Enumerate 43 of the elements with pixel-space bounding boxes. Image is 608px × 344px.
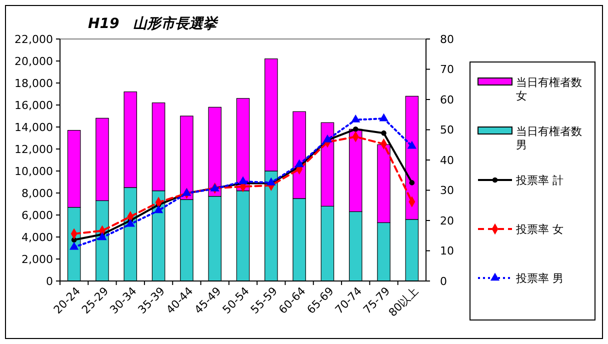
y-tick-label: 2,000	[22, 252, 53, 266]
point	[351, 114, 360, 122]
point	[379, 113, 388, 122]
point	[154, 205, 164, 214]
y-tick-label: 12,000	[14, 142, 53, 156]
y-tick-label: 0	[46, 274, 53, 288]
y-tick-label: 4,000	[22, 230, 53, 244]
y2-tick-label: 60	[440, 93, 454, 106]
y2-tick-label: 50	[440, 124, 454, 137]
y2-tick-label: 70	[440, 63, 454, 76]
point	[238, 176, 248, 184]
y-tick-label: 10,000	[14, 164, 53, 178]
y2-tick-label: 40	[440, 154, 454, 167]
point	[98, 232, 107, 240]
legend-label: 投票率 計	[515, 174, 564, 187]
legend-label: 投票率 男	[515, 272, 564, 285]
y-tick-label: 8,000	[22, 186, 53, 200]
point	[409, 180, 415, 186]
y-tick-label: 22,000	[14, 32, 53, 46]
chart-title: H19 山形市長選挙	[88, 15, 220, 32]
y-tick-label: 6,000	[22, 208, 53, 222]
point	[210, 183, 220, 192]
y-tick-label: 16,000	[14, 98, 53, 112]
y-tick-label: 14,000	[14, 120, 53, 134]
legend-label: 当日有権者数女	[516, 76, 582, 103]
point	[407, 140, 416, 149]
legend-label: 当日有権者数男	[516, 124, 582, 152]
point	[381, 130, 386, 136]
point	[294, 159, 304, 168]
y2-tick-label: 0	[440, 274, 447, 288]
legend-label: 投票率 女	[515, 222, 564, 236]
point	[182, 188, 192, 196]
y2-tick-label: 20	[440, 214, 454, 228]
y-tick-label: 20,000	[14, 54, 53, 68]
point	[352, 126, 358, 132]
point	[322, 134, 332, 142]
y2-tick-label: 80	[440, 32, 454, 46]
y2-tick-label: 30	[440, 184, 454, 198]
y-tick-label: 18,000	[14, 76, 53, 90]
point	[70, 242, 79, 250]
point	[126, 218, 135, 227]
y2-tick-label: 10	[440, 244, 454, 258]
point	[266, 177, 276, 186]
